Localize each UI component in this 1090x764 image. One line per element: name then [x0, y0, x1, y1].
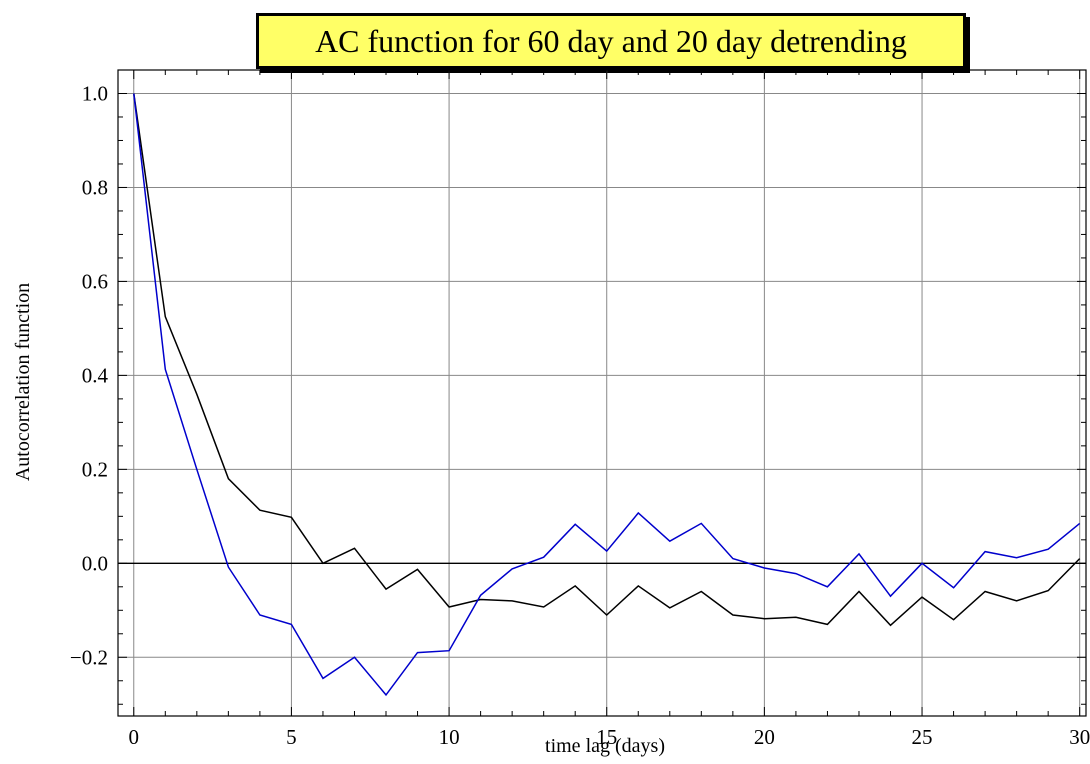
grid-layer — [118, 70, 1086, 716]
series-line-1 — [133, 93, 1081, 627]
x-tick-label: 25 — [912, 725, 933, 749]
y-tick-label: 0.4 — [82, 363, 109, 387]
y-tick-label: 0.2 — [82, 457, 108, 481]
x-axis-label: time lag (days) — [545, 735, 665, 757]
y-tick-label: 1.0 — [82, 81, 108, 105]
y-tick-label: 0.0 — [82, 551, 108, 575]
x-tick-label: 20 — [754, 725, 775, 749]
series-layer — [133, 93, 1081, 697]
plot-frame — [117, 69, 1087, 717]
y-tick-label: 0.6 — [82, 269, 108, 293]
x-tick-label: 10 — [439, 725, 460, 749]
x-tick-label: 5 — [286, 725, 297, 749]
y-tick-label: 0.8 — [82, 175, 108, 199]
x-tick-label: 15 — [596, 725, 617, 749]
chart-title: AC function for 60 day and 20 day detren… — [256, 13, 966, 69]
y-tick-label: −0.2 — [70, 645, 108, 669]
axis-layer: 0 5 10 15 20 25 30 −0.2 0.0 0.2 0.4 0.6 0.8 1.0 — [70, 69, 1090, 749]
y-axis-label: Autocorrelation function — [12, 283, 34, 481]
x-tick-label: 30 — [1069, 725, 1090, 749]
x-tick-label: 0 — [129, 725, 140, 749]
series-line-2 — [133, 93, 1081, 697]
